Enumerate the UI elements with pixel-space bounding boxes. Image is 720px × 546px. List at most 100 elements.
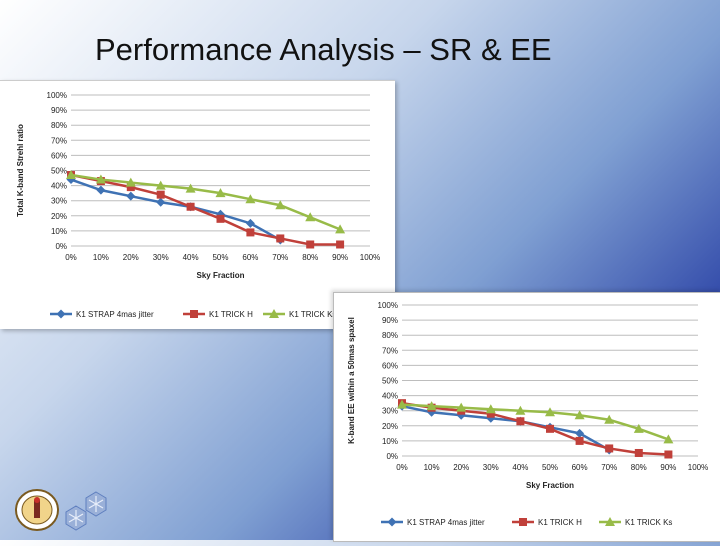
- ee-legend-marker-1: [519, 518, 527, 526]
- strehl-y-tick-label: 60%: [51, 151, 67, 160]
- strehl-x-tick-label: 20%: [123, 253, 139, 262]
- strehl-series-line-2: [70, 173, 341, 231]
- strehl-x-tick-label: 0%: [65, 253, 77, 262]
- chart-strehl-ratio: 0% 10% 20% 30% 40% 50% 60% 70% 80% 90% 100% 0% 10% 20…: [0, 80, 395, 329]
- strehl-series-1-point: [156, 190, 165, 199]
- strehl-series-2-point: [95, 174, 106, 184]
- ee-series-1-point: [546, 424, 554, 433]
- ee-legend-marker-0: [387, 517, 397, 527]
- strehl-series-2-point: [125, 177, 136, 187]
- strehl-series-2-point: [215, 188, 226, 198]
- strehl-y-tick-label: 10%: [51, 227, 67, 236]
- ee-x-tick-label: 10%: [424, 463, 440, 472]
- strehl-legend-marker-0: [56, 309, 66, 319]
- ee-y-tick-label: 20%: [382, 422, 398, 431]
- strehl-series-1-point: [126, 183, 135, 192]
- strehl-y-tick-label: 30%: [51, 197, 67, 206]
- snowflake-emblem-icon: [60, 488, 116, 537]
- strehl-y-tick-label: 0%: [55, 242, 67, 251]
- strehl-y-tick-label: 100%: [47, 91, 67, 100]
- ee-series-1-point: [634, 448, 643, 457]
- ee-x-tick-label: 30%: [483, 463, 499, 472]
- ee-y-tick-label: 30%: [382, 407, 398, 416]
- strehl-series-2-point: [155, 180, 166, 190]
- strehl-series-1-point: [306, 240, 315, 249]
- strehl-x-tick-label: 30%: [153, 253, 169, 262]
- strehl-series-0-point: [126, 191, 136, 201]
- ee-y-tick-label: 60%: [382, 361, 398, 370]
- chart-svg-ee: 0% 10% 20% 30% 40% 50% 60% 70% 80% 90% 100% 0% 10% 20…: [347, 301, 708, 527]
- ee-series-2-point: [485, 404, 496, 414]
- strehl-legend-label-1: K1 TRICK H: [209, 310, 253, 319]
- ee-series-2-point: [426, 401, 437, 411]
- ee-series-0-point: [575, 428, 585, 438]
- strehl-series-1-point: [186, 202, 195, 211]
- ee-series-2-point: [604, 414, 615, 424]
- ee-x-tick-label: 70%: [601, 463, 617, 472]
- strehl-y-tick-label: 20%: [51, 212, 67, 221]
- ee-series-line-0: [401, 404, 610, 452]
- ee-series-line-2: [401, 403, 669, 441]
- strehl-x-tick-label: 10%: [93, 253, 109, 262]
- strehl-y-tick-label: 70%: [51, 136, 67, 145]
- strehl-y-tick-label: 80%: [51, 121, 67, 130]
- ee-series-1-point: [516, 417, 525, 426]
- strehl-x-tick-label: 70%: [272, 253, 288, 262]
- strehl-x-tick-label: 80%: [302, 253, 318, 262]
- strehl-legend-marker-1: [190, 310, 198, 318]
- ee-series-2-point: [456, 402, 467, 412]
- ee-series-line-1: [401, 401, 669, 456]
- strehl-x-tick-label: 100%: [360, 253, 380, 262]
- ee-series-1-point: [575, 436, 584, 445]
- strehl-x-axis-title: Sky Fraction: [196, 271, 244, 280]
- strehl-y-tick-label: 50%: [51, 167, 67, 176]
- ee-legend-label-2: K1 TRICK Ks: [625, 518, 672, 527]
- strehl-y-axis-title: Total K-band Strehl ratio: [16, 124, 25, 217]
- ee-y-axis-title: K-band EE within a 50mas spaxel: [347, 317, 356, 444]
- ee-legend-label-0: K1 STRAP 4mas jitter: [407, 518, 485, 527]
- strehl-x-tick-label: 50%: [212, 253, 228, 262]
- strehl-y-tick-label: 40%: [51, 182, 67, 191]
- strehl-series-1-point: [336, 240, 345, 249]
- strehl-legend-label-0: K1 STRAP 4mas jitter: [76, 310, 154, 319]
- ee-y-tick-label: 100%: [378, 301, 398, 310]
- strehl-series-line-1: [70, 173, 341, 246]
- ee-y-tick-label: 50%: [382, 377, 398, 386]
- ee-y-tick-label: 90%: [382, 316, 398, 325]
- strehl-series-1-point: [216, 214, 225, 223]
- strehl-series-1-point: [246, 228, 255, 237]
- ee-x-tick-label: 80%: [631, 463, 647, 472]
- strehl-legend-label-2: K1 TRICK Ks: [289, 310, 336, 319]
- strehl-legend-marker-2: [269, 309, 279, 318]
- ee-x-tick-label: 50%: [542, 463, 558, 472]
- ee-y-tick-label: 10%: [382, 437, 398, 446]
- strehl-series-2-point: [66, 170, 76, 180]
- ee-y-tick-label: 0%: [386, 452, 398, 461]
- strehl-series-1-point: [276, 234, 285, 243]
- university-seal-icon: [12, 488, 62, 537]
- chart-ensquared-energy: 0% 10% 20% 30% 40% 50% 60% 70% 80% 90% 100% 0% 10% 20…: [333, 292, 720, 542]
- ee-legend-label-1: K1 TRICK H: [538, 518, 582, 527]
- ee-series-1-point: [486, 409, 495, 418]
- ee-y-tick-label: 40%: [382, 392, 398, 401]
- strehl-series-2-point: [305, 212, 316, 222]
- strehl-series-0-point: [156, 197, 166, 207]
- strehl-y-tick-label: 90%: [51, 106, 67, 115]
- strehl-x-tick-label: 40%: [183, 253, 199, 262]
- strehl-series-2-point: [185, 183, 196, 193]
- strehl-series-2-point: [335, 224, 346, 234]
- ee-series-2-point: [397, 399, 407, 409]
- ee-x-tick-label: 60%: [572, 463, 588, 472]
- ee-x-tick-label: 90%: [660, 463, 676, 472]
- ee-x-tick-label: 100%: [688, 463, 708, 472]
- ee-y-tick-label: 80%: [382, 331, 398, 340]
- ee-x-axis-title: Sky Fraction: [526, 481, 574, 490]
- ee-x-tick-label: 0%: [396, 463, 408, 472]
- strehl-x-tick-label: 60%: [242, 253, 258, 262]
- ee-series-2-point: [633, 423, 644, 433]
- ee-series-1-point: [664, 450, 673, 459]
- ee-series-2-point: [545, 407, 555, 417]
- strehl-x-tick-label: 90%: [332, 253, 348, 262]
- slide-title: Performance Analysis – SR & EE: [95, 32, 552, 67]
- chart-svg-strehl: 0% 10% 20% 30% 40% 50% 60% 70% 80% 90% 100% 0% 10% 20…: [16, 91, 380, 319]
